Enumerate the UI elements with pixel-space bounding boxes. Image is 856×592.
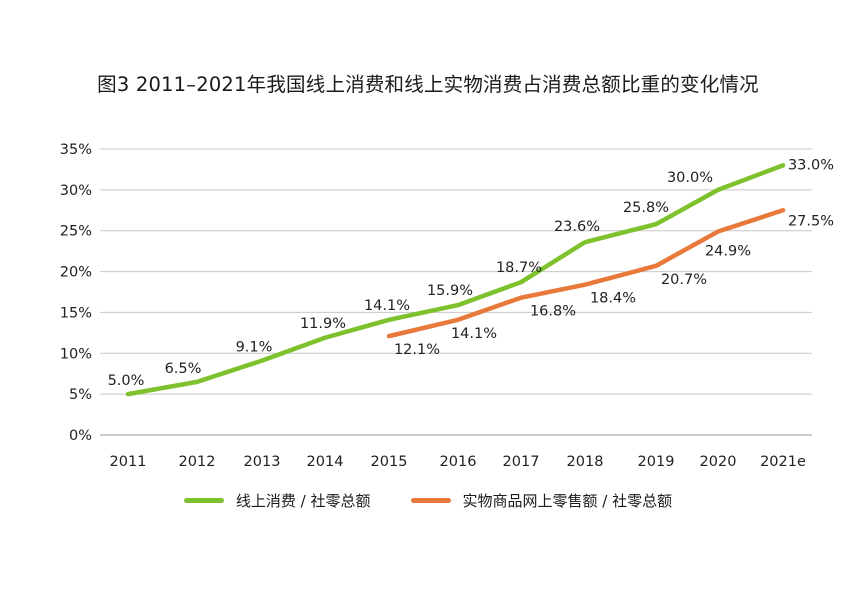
data-label: 23.6% xyxy=(554,219,600,235)
data-labels: 5.0% 6.5% 9.1% 11.9% 14.1% 15.9% 18.7% 23.6% 25.… xyxy=(108,157,834,389)
data-label: 5.0% xyxy=(108,373,145,389)
x-tick-label: 2014 xyxy=(307,454,344,470)
y-tick-label: 15% xyxy=(60,305,92,321)
series-lines xyxy=(125,163,786,397)
x-tick-label: 2020 xyxy=(700,454,737,470)
x-tick-label: 2013 xyxy=(244,454,281,470)
series-line-1 xyxy=(386,208,786,339)
data-label: 14.1% xyxy=(364,298,410,314)
data-label: 9.1% xyxy=(236,340,273,356)
series-line-0 xyxy=(125,163,786,397)
data-label: 6.5% xyxy=(165,361,202,377)
x-tick-label: 2016 xyxy=(440,454,477,470)
x-tick-label: 2017 xyxy=(503,454,540,470)
legend-item-online-consumption: 线上消费 / 社零总额 xyxy=(183,490,371,511)
y-tick-label: 30% xyxy=(60,183,92,199)
data-label: 16.8% xyxy=(530,304,576,320)
legend-label: 线上消费 / 社零总额 xyxy=(235,492,371,510)
data-label: 14.1% xyxy=(451,326,497,342)
y-tick-label: 5% xyxy=(69,387,92,403)
y-tick-label: 25% xyxy=(60,224,92,240)
y-tick-label: 10% xyxy=(60,346,92,362)
y-tick-label: 20% xyxy=(60,265,92,281)
x-tick-label: 2011 xyxy=(110,454,147,470)
x-tick-label: 2012 xyxy=(179,454,216,470)
data-label: 15.9% xyxy=(427,283,473,299)
legend-swatch-orange xyxy=(410,498,451,503)
y-axis: 0% 5% 10% 15% 20% 25% 30% 35% xyxy=(60,142,92,444)
x-tick-label: 2015 xyxy=(371,454,408,470)
data-label: 30.0% xyxy=(667,170,713,186)
data-label: 27.5% xyxy=(788,213,834,229)
data-label: 12.1% xyxy=(394,342,440,358)
y-tick-label: 35% xyxy=(60,142,92,158)
legend-swatch-green xyxy=(183,498,224,503)
legend: 线上消费 / 社零总额 实物商品网上零售额 / 社零总额 xyxy=(0,490,856,511)
x-tick-label: 2018 xyxy=(567,454,604,470)
data-label: 25.8% xyxy=(623,200,669,216)
y-tick-label: 0% xyxy=(69,428,92,444)
data-label: 20.7% xyxy=(661,272,707,288)
legend-label: 实物商品网上零售额 / 社零总额 xyxy=(462,492,673,510)
legend-item-online-physical-goods: 实物商品网上零售额 / 社零总额 xyxy=(410,490,673,511)
data-label: 33.0% xyxy=(788,157,834,173)
data-label: 18.7% xyxy=(496,260,542,276)
data-label: 18.4% xyxy=(590,291,636,307)
x-tick-label: 2021e xyxy=(760,454,806,470)
x-axis: 2011 2012 2013 2014 2015 2016 2017 2018 2019 2020… xyxy=(110,454,806,470)
chart-title: 图3 2011–2021年我国线上消费和线上实物消费占消费总额比重的变化情况 xyxy=(97,73,759,96)
data-label: 11.9% xyxy=(300,316,346,332)
grid-lines xyxy=(100,148,812,436)
data-label: 24.9% xyxy=(705,244,751,260)
x-tick-label: 2019 xyxy=(638,454,675,470)
